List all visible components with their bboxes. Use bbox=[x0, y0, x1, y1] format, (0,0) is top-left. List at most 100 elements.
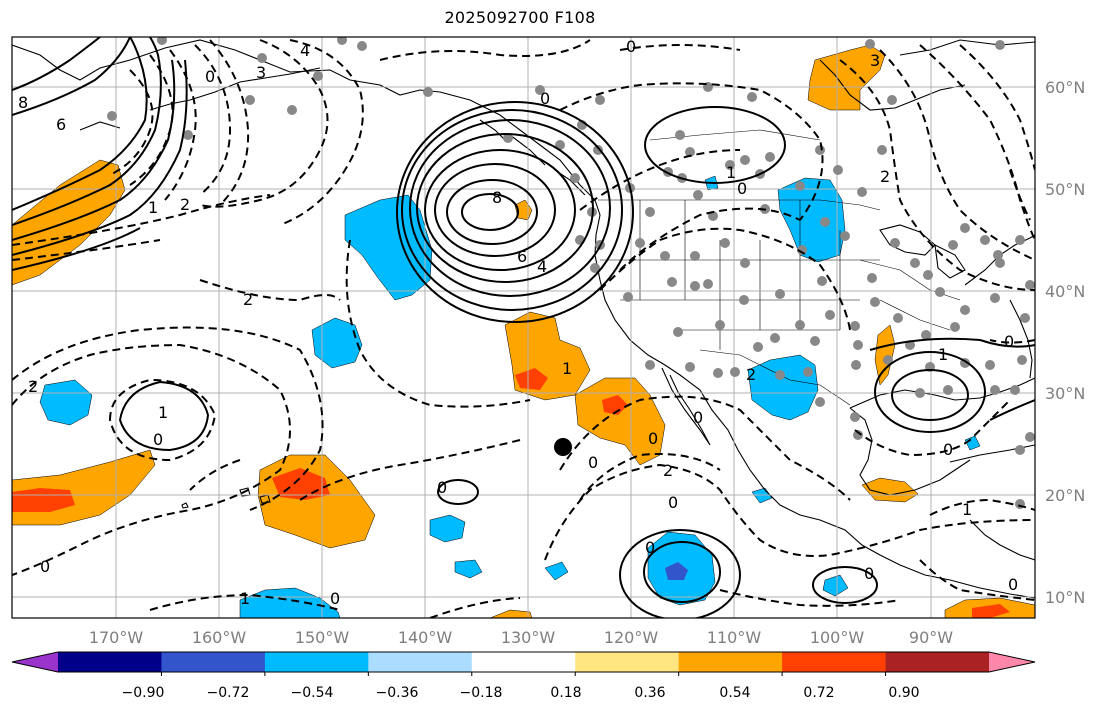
contour-label: 0 bbox=[153, 430, 163, 449]
contour-labels: 8 6 4 3 0 2 1 8 6 4 0 0 2 0 1 0 0 0 0 1 … bbox=[18, 37, 1018, 608]
contour-label: 2 bbox=[180, 195, 190, 214]
negative-anomaly-patch bbox=[747, 354, 819, 421]
contour-label: 6 bbox=[56, 115, 66, 134]
colorbar-extension-high bbox=[989, 652, 1035, 672]
colorbar-segment bbox=[678, 652, 783, 672]
contour-label: 4 bbox=[537, 257, 547, 276]
colorbar-tick-label: −0.18 bbox=[460, 685, 503, 701]
contour-label: 0 bbox=[588, 453, 598, 472]
contour-label: 0 bbox=[540, 89, 550, 108]
contour-label: 2 bbox=[663, 461, 673, 480]
contour-label: 2 bbox=[880, 167, 890, 186]
contour-label: 0 bbox=[205, 67, 215, 86]
lon-label: 110°W bbox=[707, 628, 762, 647]
contour-label: 0 bbox=[330, 589, 340, 608]
contour-label: 1 bbox=[158, 403, 168, 422]
lat-label: 40°N bbox=[1045, 282, 1085, 301]
contour-label: 2 bbox=[746, 365, 756, 384]
strong-positive-core bbox=[515, 368, 548, 390]
negative-anomaly-patch bbox=[39, 379, 93, 426]
contour-label: 3 bbox=[256, 63, 266, 82]
colorbar-tick-label: 0.72 bbox=[803, 685, 834, 701]
solid-contours bbox=[12, 37, 1035, 618]
positive-anomaly-patch bbox=[489, 609, 533, 618]
contour-label: 0 bbox=[1004, 332, 1014, 351]
colorbar-tick-label: −0.36 bbox=[376, 685, 419, 701]
colorbar-segment bbox=[58, 652, 162, 672]
colorbar-tick-labels: −0.90 −0.72 −0.54 −0.36 −0.18 0.18 0.36 … bbox=[122, 685, 920, 701]
lon-label: 100°W bbox=[810, 628, 865, 647]
longitude-labels: 170°W 160°W 150°W 140°W 130°W 120°W 110°… bbox=[89, 628, 953, 647]
strong-positive-core bbox=[972, 604, 1010, 618]
contour-label: 1 bbox=[240, 589, 250, 608]
colorbar-extension-low bbox=[12, 652, 58, 672]
colorbar-tick-label: −0.54 bbox=[291, 685, 334, 701]
strong-negative-core bbox=[665, 562, 688, 580]
contour-label: 0 bbox=[645, 538, 655, 557]
colorbar-segment bbox=[368, 652, 473, 672]
contour-label: 8 bbox=[492, 188, 502, 207]
colorbar-segment bbox=[264, 652, 369, 672]
negative-anomaly-patch bbox=[454, 559, 483, 579]
lon-label: 120°W bbox=[604, 628, 659, 647]
lat-label: 50°N bbox=[1045, 180, 1085, 199]
contour-label: 0 bbox=[626, 37, 636, 56]
latitude-labels: 60°N 50°N 40°N 30°N 20°N 10°N bbox=[1045, 78, 1085, 607]
location-marker bbox=[554, 438, 572, 456]
colorbar-tick-label: 0.54 bbox=[719, 685, 750, 701]
contour-label: 1 bbox=[148, 198, 158, 217]
colorbar-segment bbox=[782, 652, 887, 672]
contour-label: 6 bbox=[517, 247, 527, 266]
lat-label: 20°N bbox=[1045, 486, 1085, 505]
negative-anomaly-patch bbox=[311, 317, 363, 369]
lat-label: 30°N bbox=[1045, 384, 1085, 403]
contour-label: 2 bbox=[243, 290, 253, 309]
contour-label: 0 bbox=[437, 478, 447, 497]
contour-label: 1 bbox=[726, 163, 736, 182]
lat-label: 10°N bbox=[1045, 588, 1085, 607]
lon-label: 160°W bbox=[192, 628, 247, 647]
lon-label: 150°W bbox=[295, 628, 350, 647]
map-title: 2025092700 F108 bbox=[444, 8, 596, 27]
negative-anomaly-patch bbox=[544, 561, 569, 581]
colorbar-outline bbox=[11, 651, 1036, 673]
contour-label: 0 bbox=[737, 179, 747, 198]
contour-label: 0 bbox=[668, 493, 678, 512]
strong-positive-core bbox=[12, 488, 75, 512]
contour-label: 3 bbox=[870, 51, 880, 70]
colorbar-segment bbox=[575, 652, 680, 672]
contour-label: 0 bbox=[864, 564, 874, 583]
positive-anomaly-patch bbox=[874, 324, 896, 386]
negative-anomaly-patch bbox=[239, 587, 341, 618]
positive-anomaly-patch bbox=[807, 44, 886, 111]
colorbar-tick-label: 0.36 bbox=[634, 685, 665, 701]
positive-anomaly-patch bbox=[861, 477, 919, 503]
lon-label: 140°W bbox=[398, 628, 453, 647]
colorbar-segment bbox=[885, 652, 990, 672]
contour-label: 1 bbox=[962, 500, 972, 519]
contour-label: 4 bbox=[300, 41, 310, 60]
contour-label: 0 bbox=[648, 429, 658, 448]
colorbar-tick-label: −0.72 bbox=[207, 685, 250, 701]
colorbar bbox=[11, 651, 1036, 676]
contour-label: 1 bbox=[938, 345, 948, 364]
contour-label: 0 bbox=[693, 408, 703, 427]
colorbar-tick-label: 0.90 bbox=[888, 685, 919, 701]
contour-label: 2 bbox=[28, 377, 38, 396]
colorbar-tick-label: 0.18 bbox=[550, 685, 581, 701]
contour-label: 0 bbox=[1008, 575, 1018, 594]
contour-label: 1 bbox=[562, 359, 572, 378]
colorbar-tick-label: −0.90 bbox=[122, 685, 165, 701]
strong-positive-core bbox=[602, 395, 628, 415]
colorbar-segment bbox=[161, 652, 266, 672]
lon-label: 170°W bbox=[89, 628, 144, 647]
lon-label: 90°W bbox=[909, 628, 953, 647]
negative-anomaly-patch bbox=[964, 435, 981, 451]
contour-label: 8 bbox=[18, 93, 28, 112]
contour-label: 0 bbox=[943, 440, 953, 459]
lon-label: 130°W bbox=[501, 628, 556, 647]
lat-label: 60°N bbox=[1045, 78, 1085, 97]
negative-anomaly-patch bbox=[429, 514, 466, 543]
map-frame bbox=[11, 36, 1036, 619]
